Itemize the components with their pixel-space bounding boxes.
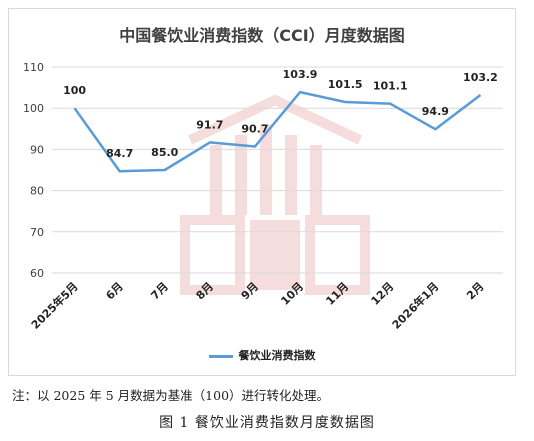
- x-tick-label: 2026年1月: [389, 279, 442, 332]
- y-tick-label: 70: [30, 226, 44, 239]
- x-tick-label: 9月: [239, 280, 261, 302]
- x-tick-label: 11月: [323, 280, 351, 308]
- x-tick-label: 6月: [103, 280, 125, 302]
- data-label: 103.9: [283, 68, 318, 81]
- data-label: 101.5: [328, 78, 363, 91]
- chart-title: 中国餐饮业消费指数（CCI）月度数据图: [119, 26, 405, 45]
- legend: 餐饮业消费指数: [8, 347, 516, 363]
- x-tick-label: 8月: [194, 280, 216, 302]
- data-label: 103.2: [463, 71, 498, 84]
- data-label: 100: [63, 84, 86, 97]
- x-tick-label: 10月: [278, 280, 306, 308]
- x-tick-label: 2月: [464, 280, 486, 302]
- chart-frame: [8, 8, 516, 376]
- y-tick-label: 110: [23, 61, 44, 74]
- figure-caption: 图 1 餐饮业消费指数月度数据图: [159, 415, 375, 431]
- y-tick-label: 80: [30, 185, 44, 198]
- data-label: 101.1: [373, 80, 408, 93]
- data-label: 84.7: [106, 147, 133, 160]
- y-tick-label: 90: [30, 143, 44, 156]
- x-tick-label: 12月: [369, 280, 397, 308]
- data-label: 91.7: [196, 118, 223, 131]
- data-label: 90.7: [241, 123, 268, 136]
- y-tick-label: 60: [30, 267, 44, 280]
- legend-swatch: [208, 354, 233, 358]
- y-tick-label: 100: [23, 102, 44, 115]
- x-tick-label: 7月: [148, 280, 170, 302]
- data-label: 94.9: [422, 105, 449, 118]
- footnote: 注：以 2025 年 5 月数据为基准（100）进行转化处理。: [12, 388, 330, 403]
- data-label: 85.0: [151, 146, 178, 159]
- series-line: [73, 90, 482, 173]
- x-tick-label: 2025年5月: [28, 279, 81, 332]
- legend-label: 餐饮业消费指数: [238, 349, 316, 362]
